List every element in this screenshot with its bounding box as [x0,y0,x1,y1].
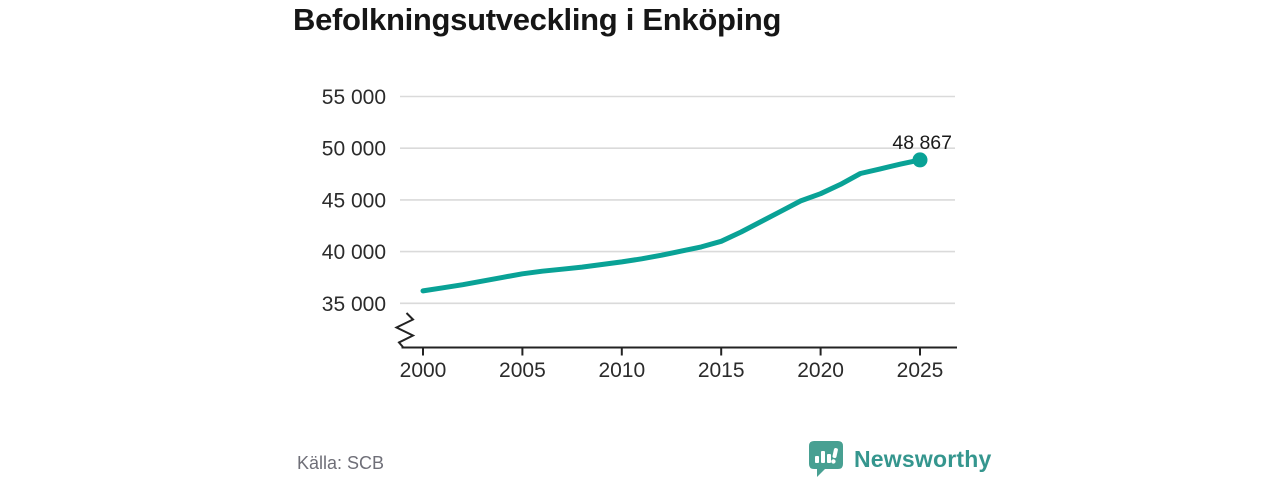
x-axis-tick-label: 2020 [797,359,844,382]
x-axis-tick-label: 2010 [598,359,645,382]
brand-name: Newsworthy [854,445,992,472]
chart-title: Befolkningsutveckling i Enköping [293,2,782,37]
x-axis-tick-label: 2015 [698,359,745,382]
x-axis-tick-label: 2005 [499,359,546,382]
newsworthy-logo: Newsworthy [808,440,991,478]
y-axis-tick-label: 50 000 [322,138,386,161]
population-line [420,157,923,294]
end-value-label: 48 867 [892,132,952,154]
newsworthy-icon [809,441,843,477]
x-axis-with-break [394,312,957,349]
y-axis-tick-label: 45 000 [322,189,386,212]
x-axis-tick-label: 2025 [897,359,944,382]
y-axis-tick-label: 40 000 [322,241,386,264]
x-axis-tick-label: 2000 [400,359,447,382]
source-label: Källa: SCB [297,453,385,473]
end-point-dot [912,152,928,168]
y-axis-tick-label: 55 000 [322,86,386,109]
y-axis-tick-label: 35 000 [322,293,386,316]
